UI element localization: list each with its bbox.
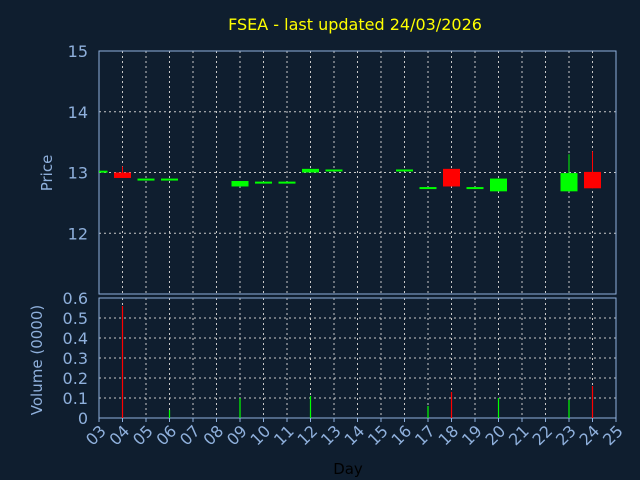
x-tick-label: 25 xyxy=(599,421,627,449)
volume-tick-label: 0 xyxy=(78,409,88,428)
candle-body xyxy=(302,168,319,173)
volume-tick-label: 0.2 xyxy=(63,369,88,388)
x-axis-label: Day xyxy=(333,460,363,478)
candle-body xyxy=(466,187,484,190)
candle-body xyxy=(137,178,155,181)
candle-body xyxy=(584,171,601,189)
price-tick-label: 13 xyxy=(68,164,88,183)
candle-body xyxy=(231,181,249,187)
volume-axis-label: Volume (0000) xyxy=(28,305,46,415)
candle-body xyxy=(278,181,296,184)
volume-tick-label: 0.3 xyxy=(63,349,88,368)
candle-body xyxy=(560,173,578,192)
candle-body xyxy=(419,187,437,190)
candle-body xyxy=(161,178,178,181)
volume-tick-label: 0.1 xyxy=(63,389,88,408)
price-tick-label: 12 xyxy=(68,224,88,243)
candle-body xyxy=(325,169,343,172)
candle-body xyxy=(114,172,131,178)
chart-title: FSEA - last updated 24/03/2026 xyxy=(228,15,482,34)
volume-tick-label: 0.4 xyxy=(63,329,88,348)
price-axis-label: Price xyxy=(38,155,56,192)
price-tick-label: 14 xyxy=(68,103,88,122)
candle-body xyxy=(255,181,272,184)
volume-tick-label: 0.5 xyxy=(63,309,88,328)
candle-body xyxy=(396,169,413,172)
price-tick-label: 15 xyxy=(68,42,88,61)
candle-body xyxy=(443,168,460,187)
volume-tick-label: 0.6 xyxy=(63,289,88,308)
candle-body xyxy=(99,170,108,173)
candle-body xyxy=(490,178,507,192)
